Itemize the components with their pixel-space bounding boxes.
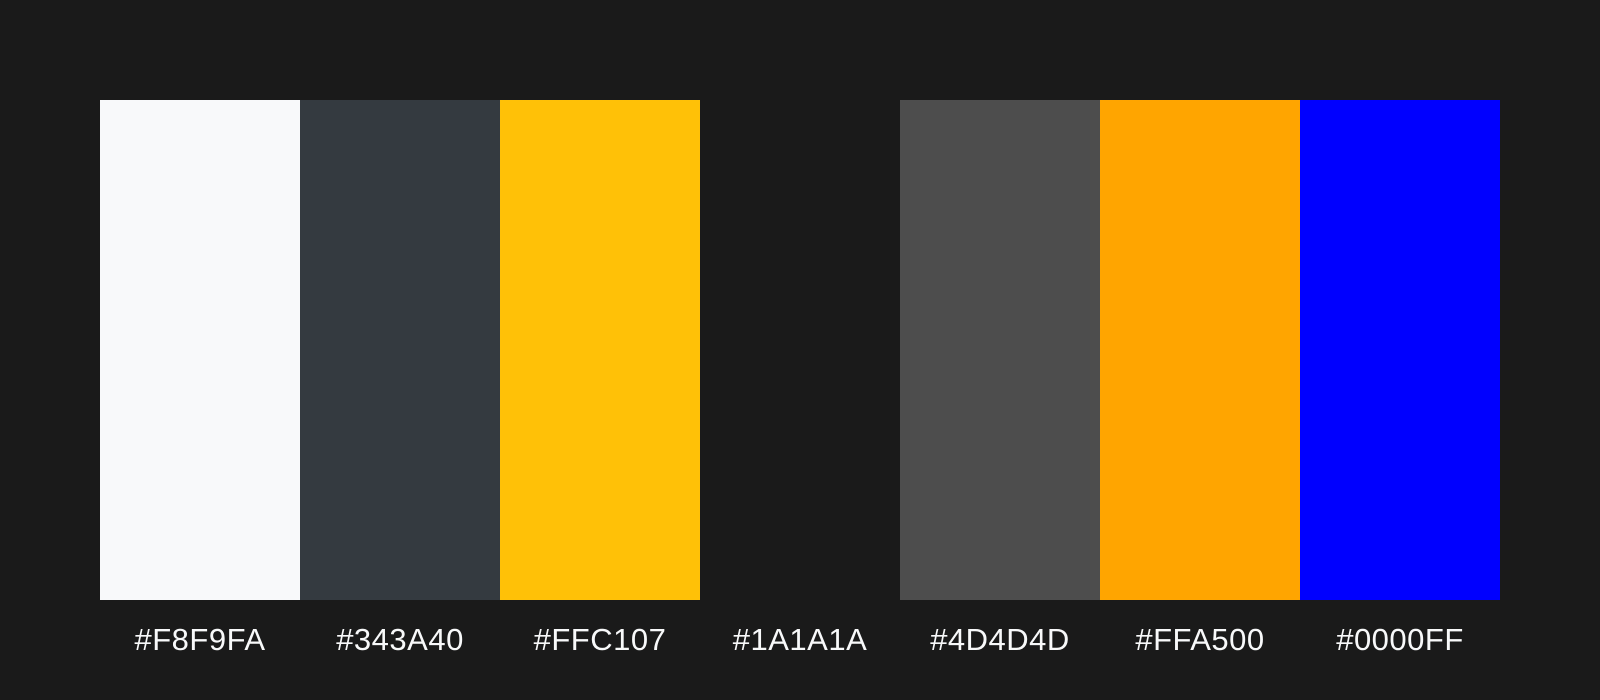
color-swatch [100, 100, 300, 600]
swatch-item-3: #FFC107 [500, 100, 700, 660]
swatch-hex-label: #F8F9FA [134, 622, 266, 657]
color-swatch [500, 100, 700, 600]
swatch-item-5: #4D4D4D [900, 100, 1100, 660]
swatch-hex-label: #1A1A1A [732, 622, 868, 657]
swatch-item-4: #1A1A1A [700, 100, 900, 660]
swatch-item-7: #0000FF [1300, 100, 1500, 660]
swatch-hex-label: #0000FF [1336, 622, 1464, 657]
swatch-hex-label: #343A40 [336, 622, 464, 657]
swatch-hex-label: #4D4D4D [930, 622, 1070, 657]
color-palette: #F8F9FA #343A40 #FFC107 #1A1A1A #4D4D4D … [100, 100, 1500, 660]
color-swatch [1300, 100, 1500, 600]
color-swatch [1100, 100, 1300, 600]
swatch-item-6: #FFA500 [1100, 100, 1300, 660]
swatch-hex-label: #FFA500 [1135, 622, 1265, 657]
swatch-hex-label: #FFC107 [533, 622, 667, 657]
swatch-item-1: #F8F9FA [100, 100, 300, 660]
color-swatch [300, 100, 500, 600]
swatch-item-2: #343A40 [300, 100, 500, 660]
color-swatch [700, 100, 900, 600]
color-swatch [900, 100, 1100, 600]
